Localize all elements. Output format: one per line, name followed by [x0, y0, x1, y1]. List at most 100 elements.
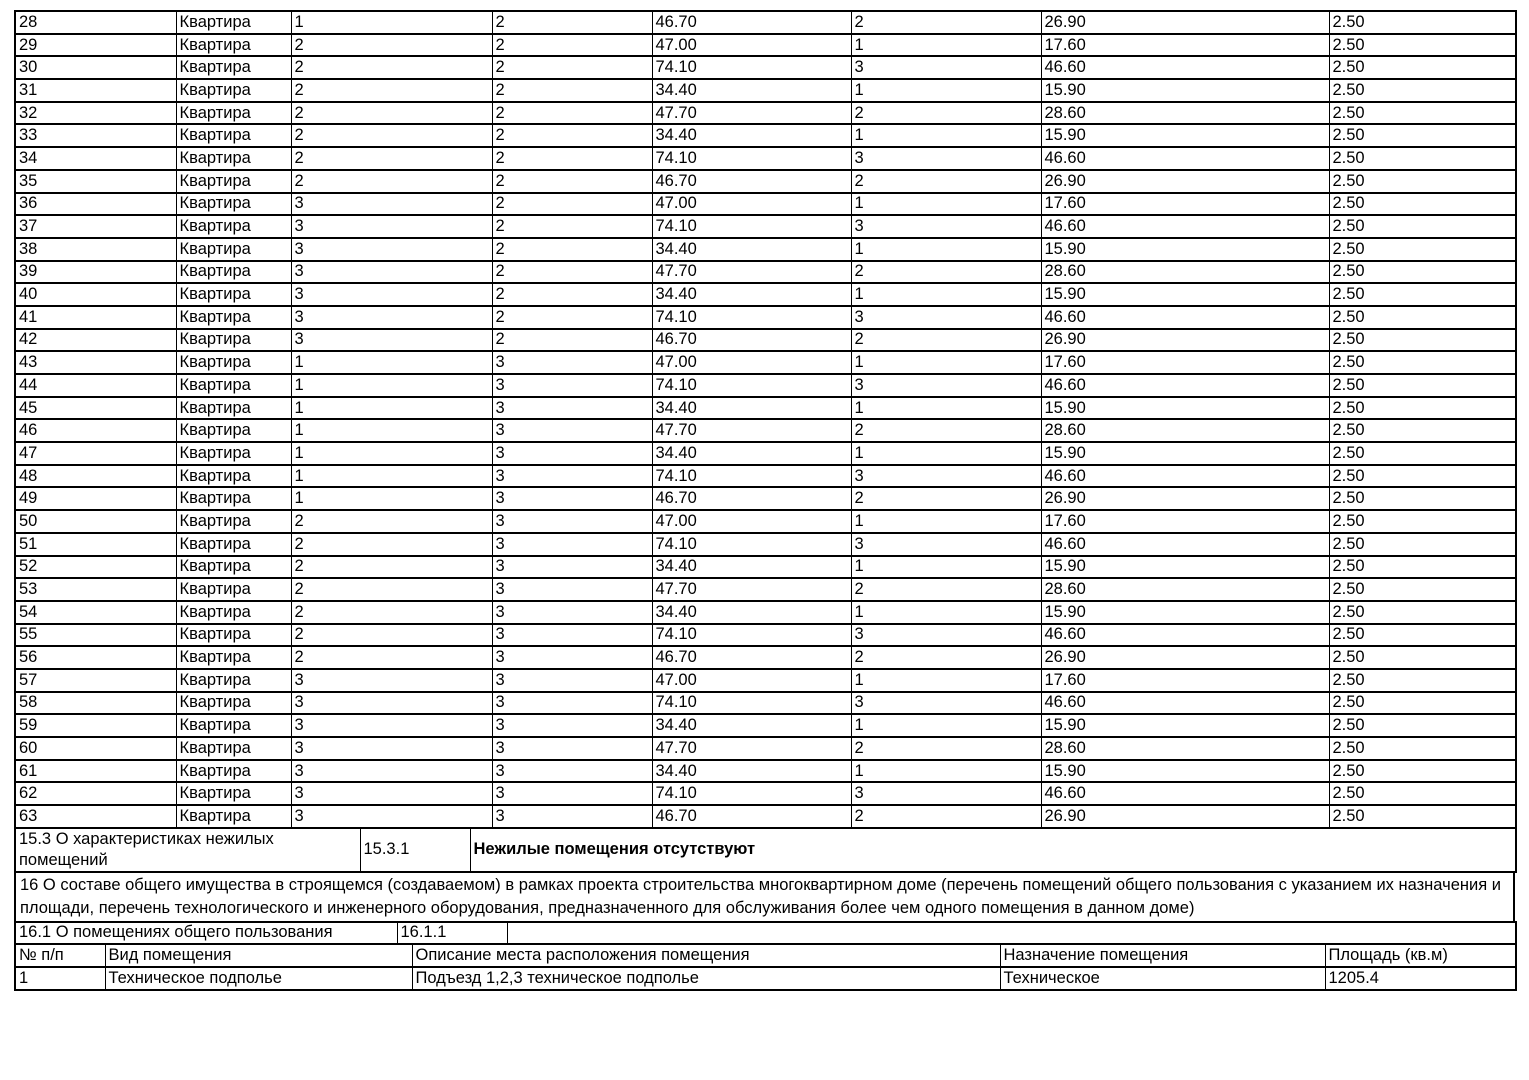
apartment-row-cell: 47.00 [651, 32, 852, 58]
apartment-row: 50 Квартира 2 3 47.00 1 17.60 2.50 [14, 509, 1517, 534]
apartment-row-cell: 1 [850, 78, 1042, 103]
apartment-row-cell: 15.90 [1040, 441, 1330, 466]
apartment-row-cell: 74.10 [651, 373, 852, 398]
apartment-row-cell: 46.60 [1040, 531, 1330, 557]
apartment-row-cell: 47.00 [651, 350, 852, 375]
apartment-row-cell: 2 [290, 100, 493, 126]
apartment-row-cell: Квартира [175, 531, 292, 557]
apartment-row-cell: 3 [290, 191, 493, 217]
apartment-row-cell: 2 [850, 418, 1042, 444]
apartment-row-cell: 3 [850, 304, 1042, 330]
apartment-row-cell: 74.10 [651, 55, 852, 81]
apartment-row-cell: Квартира [175, 736, 292, 761]
apartment-row-cell: 1 [850, 236, 1042, 262]
apartment-row-cell: 15.90 [1040, 282, 1330, 307]
apartment-row-cell: 3 [491, 373, 653, 398]
apartments-table-body: 28 Квартира 1 2 46.70 2 26.90 2.50 29 Квартира 2 2 4… [14, 10, 1517, 829]
apartment-row-cell: Квартира [175, 645, 292, 670]
apartment-row-cell: 43 [14, 350, 177, 375]
apartment-row-cell: 1 [850, 758, 1042, 784]
apartment-row-cell: Квартира [175, 690, 292, 716]
apartment-row-cell: 37 [14, 214, 177, 239]
apartment-row-cell: 17.60 [1040, 667, 1330, 693]
apartment-row-cell: 1 [290, 395, 493, 421]
apartment-row-cell: 2.50 [1328, 327, 1517, 353]
apartment-row-cell: 1 [850, 713, 1042, 738]
apartment-row-cell: 2 [491, 168, 653, 194]
apartment-row-cell: 2.50 [1328, 645, 1517, 670]
apartment-row: 52 Квартира 2 3 34.40 1 15.90 2.50 [14, 554, 1517, 580]
apartment-row-cell: 2.50 [1328, 781, 1517, 807]
apartment-row-cell: 2.50 [1328, 395, 1517, 421]
apartment-row-cell: 26.90 [1040, 327, 1330, 353]
apartment-row-cell: Квартира [175, 463, 292, 489]
apartment-row-cell: Квартира [175, 622, 292, 648]
apartment-row-cell: 30 [14, 55, 177, 81]
common-areas-column-header: Вид помещения [104, 942, 413, 968]
section-16-text: 16 О составе общего имущества в строящем… [14, 870, 1515, 923]
apartment-row-cell: 46.60 [1040, 146, 1330, 171]
apartment-row-cell: 74.10 [651, 463, 852, 489]
apartment-row-cell: Квартира [175, 10, 292, 35]
apartment-row-cell: 2.50 [1328, 259, 1517, 285]
apartment-row-cell: 47 [14, 441, 177, 466]
apartment-row: 35 Квартира 2 2 46.70 2 26.90 2.50 [14, 168, 1517, 194]
apartment-row: 34 Квартира 2 2 74.10 3 46.60 2.50 [14, 146, 1517, 171]
apartment-row-cell: 46.60 [1040, 690, 1330, 716]
apartment-row-cell: 1 [850, 395, 1042, 421]
apartment-row: 40 Квартира 3 2 34.40 1 15.90 2.50 [14, 282, 1517, 307]
apartment-row-cell: 38 [14, 236, 177, 262]
apartment-row-cell: Квартира [175, 486, 292, 512]
apartment-row-cell: 2 [491, 282, 653, 307]
apartment-row-cell: 15.90 [1040, 713, 1330, 738]
apartment-row-cell: 3 [850, 55, 1042, 81]
apartment-row-cell: 1 [290, 373, 493, 398]
apartment-row: 31 Квартира 2 2 34.40 1 15.90 2.50 [14, 78, 1517, 103]
apartment-row-cell: 15.90 [1040, 123, 1330, 149]
apartment-row-cell: 3 [850, 373, 1042, 398]
apartment-row-cell: 2.50 [1328, 486, 1517, 512]
apartment-row-cell: 31 [14, 78, 177, 103]
apartment-row: 54 Квартира 2 3 34.40 1 15.90 2.50 [14, 599, 1517, 625]
apartment-row-cell: 1 [290, 10, 493, 35]
apartment-row-cell: Квартира [175, 168, 292, 194]
apartment-row-cell: 2.50 [1328, 418, 1517, 444]
apartment-row-cell: 3 [491, 554, 653, 580]
apartment-row-cell: 28.60 [1040, 259, 1330, 285]
apartment-row-cell: 2 [290, 577, 493, 602]
apartment-row-cell: 3 [491, 441, 653, 466]
apartment-row-cell: 1 [850, 599, 1042, 625]
apartment-row-cell: 2.50 [1328, 736, 1517, 761]
apartment-row-cell: 1 [290, 350, 493, 375]
apartment-row-cell: 3 [491, 622, 653, 648]
apartment-row: 32 Квартира 2 2 47.70 2 28.60 2.50 [14, 100, 1517, 126]
apartment-row-cell: Квартира [175, 304, 292, 330]
apartment-row-cell: 47.00 [651, 667, 852, 693]
apartment-row: 46 Квартира 1 3 47.70 2 28.60 2.50 [14, 418, 1517, 444]
apartment-row-cell: 2 [491, 78, 653, 103]
section-15-3-code: 15.3.1 [359, 826, 471, 873]
common-area-row-cell: 1 [14, 965, 106, 991]
apartment-row-cell: 3 [491, 690, 653, 716]
apartment-row-cell: 28.60 [1040, 736, 1330, 761]
apartment-row-cell: 46.70 [651, 645, 852, 670]
apartment-row-cell: 2 [491, 214, 653, 239]
apartment-row-cell: 17.60 [1040, 350, 1330, 375]
apartment-row-cell: 59 [14, 713, 177, 738]
apartment-row-cell: 1 [850, 282, 1042, 307]
apartment-row-cell: 55 [14, 622, 177, 648]
apartment-row: 41 Квартира 3 2 74.10 3 46.60 2.50 [14, 304, 1517, 330]
apartment-row-cell: 2 [491, 10, 653, 35]
apartment-row-cell: 2 [290, 78, 493, 103]
apartment-row-cell: 34.40 [651, 441, 852, 466]
apartment-row-cell: 28.60 [1040, 577, 1330, 602]
apartment-row-cell: 2 [290, 55, 493, 81]
apartment-row-cell: 2 [850, 736, 1042, 761]
apartment-row-cell: 2.50 [1328, 191, 1517, 217]
apartment-row: 47 Квартира 1 3 34.40 1 15.90 2.50 [14, 441, 1517, 466]
apartment-row-cell: 1 [850, 350, 1042, 375]
apartment-row-cell: 46.70 [651, 486, 852, 512]
apartment-row-cell: 2 [290, 531, 493, 557]
apartment-row-cell: 3 [491, 758, 653, 784]
apartment-row-cell: 51 [14, 531, 177, 557]
